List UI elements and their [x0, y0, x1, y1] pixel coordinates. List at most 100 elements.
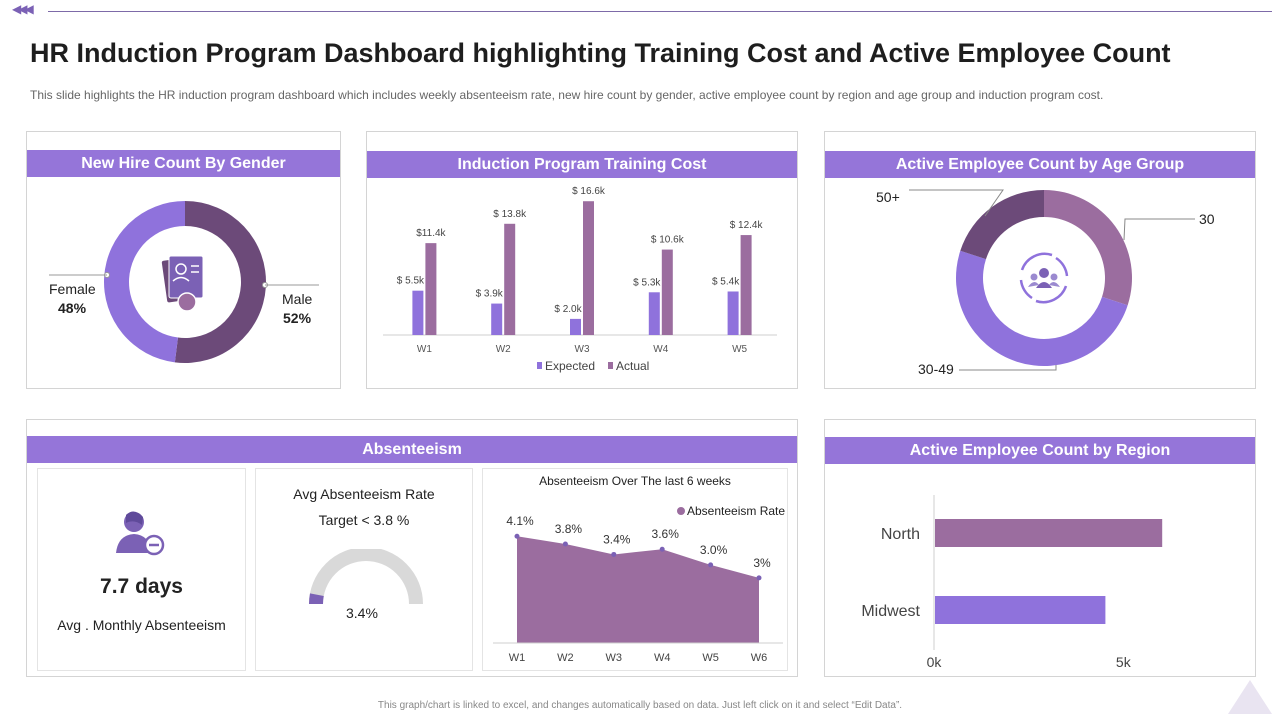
cost-label-expected-w5: $ 5.4k [712, 276, 740, 287]
abs-point-w6 [756, 575, 762, 581]
male-value: 52% [283, 310, 312, 326]
abs-point-w4 [659, 546, 665, 552]
abs-label-w5: 3.0% [700, 543, 728, 557]
abs-legend-label: Absenteeism Rate [687, 504, 785, 518]
absenteeism-gauge [309, 549, 423, 605]
abs-area [517, 536, 759, 643]
cost-panel-title: Induction Program Training Cost [367, 151, 797, 178]
male-label: Male [282, 291, 313, 307]
abs-point-w2 [562, 541, 568, 547]
cost-legend-swatch-actual [608, 362, 613, 369]
cost-tick-w3: W3 [575, 344, 590, 355]
age-3049-leader [959, 365, 1057, 371]
abs-label-w6: 3% [753, 556, 771, 570]
abs-point-w3 [611, 551, 617, 557]
footer-note: This graph/chart is linked to excel, and… [377, 700, 903, 711]
absenteeism-days-caption: Avg . Monthly Absenteeism [57, 617, 226, 633]
abs-point-w1 [514, 533, 520, 539]
cost-label-expected-w1: $ 5.5k [397, 276, 425, 287]
page-title: HR Induction Program Dashboard highlight… [30, 38, 1171, 68]
abs-tick-w5: W5 [702, 652, 719, 664]
female-label: Female [49, 281, 96, 297]
abs-label-w1: 4.1% [506, 514, 534, 528]
team-cycle-icon [1019, 252, 1069, 304]
cost-label-expected-w3: $ 2.0k [554, 304, 582, 315]
cost-label-actual-w5: $ 12.4k [730, 220, 764, 231]
abs-tick-w3: W3 [606, 652, 623, 664]
age-30-label: 30 [1199, 211, 1215, 227]
abs-tick-w1: W1 [509, 652, 526, 664]
slice-male [174, 201, 266, 363]
female-value: 48% [58, 300, 87, 316]
abs-chart-title: Absenteeism Over The last 6 weeks [539, 474, 731, 488]
rate-target: Target < 3.8 % [318, 512, 410, 528]
gauge-fill [309, 593, 324, 605]
cost-tick-w1: W1 [417, 344, 432, 355]
age-30-leader [1123, 218, 1195, 241]
age-donut-chart [909, 189, 1195, 371]
cost-bar-actual-w3 [583, 201, 594, 335]
back-arrows-icon[interactable]: ◀◀◀ [12, 2, 34, 16]
region-bar-north [935, 519, 1163, 547]
cost-tick-w4: W4 [653, 344, 668, 355]
cost-tick-w5: W5 [732, 344, 747, 355]
absenteeism-area-chart: Absenteeism Over The last 6 weeks Absente… [493, 474, 785, 664]
cost-bar-actual-w2 [504, 223, 516, 335]
region-label-midwest: Midwest [861, 603, 920, 620]
region-tick-5k: 5k [1116, 654, 1132, 670]
region-bar-midwest [935, 596, 1106, 624]
rate-value: 3.4% [346, 605, 378, 621]
absenteeism-trend-card: Absenteeism Over The last 6 weeks Absente… [482, 468, 788, 671]
abs-label-w2: 3.8% [555, 522, 583, 536]
region-panel-title: Active Employee Count by Region [825, 437, 1255, 464]
absenteeism-panel: Absenteeism 7.7 days Avg . Monthly Absen… [26, 419, 798, 677]
doc-person-icon [161, 255, 204, 312]
cost-label-actual-w3: $ 16.6k [572, 186, 606, 197]
gender-panel-title: New Hire Count By Gender [27, 150, 340, 177]
slice-50- [960, 190, 1044, 260]
age-50-leader [909, 189, 1004, 217]
abs-tick-w6: W6 [751, 652, 768, 664]
cost-legend-actual: Actual [616, 359, 649, 373]
age-50-label: 50+ [876, 189, 900, 205]
gender-donut-chart [49, 201, 319, 363]
abs-tick-w2: W2 [557, 652, 574, 664]
cost-label-actual-w4: $ 10.6k [651, 235, 685, 246]
cost-label-expected-w2: $ 3.9k [476, 289, 504, 300]
corner-triangle [1228, 680, 1272, 714]
page-subtitle: This slide highlights the HR induction p… [30, 88, 1104, 102]
gender-panel: New Hire Count By Gender Female 48% Male… [26, 131, 341, 389]
age-panel: Active Employee Count by Age Group 50+ 3… [824, 131, 1256, 389]
cost-bar-expected-w2 [491, 303, 503, 335]
top-divider [48, 11, 1272, 12]
cost-bar-expected-w3 [570, 318, 581, 335]
absenteeism-days-value: 7.7 days [100, 575, 183, 598]
slice-female [103, 201, 185, 363]
slice-30 [1044, 190, 1132, 306]
cost-bar-actual-w1 [425, 243, 437, 335]
abs-legend-marker [677, 507, 685, 515]
cost-label-expected-w4: $ 5.3k [633, 277, 661, 288]
slice-30-49 [956, 250, 1128, 366]
absenteeism-rate-card: Avg Absenteeism Rate Target < 3.8 % 3.4% [255, 468, 473, 671]
abs-point-w5 [708, 562, 714, 568]
region-tick-0k: 0k [927, 654, 943, 670]
cost-bar-expected-w1 [412, 290, 424, 335]
cost-bar-actual-w5 [740, 235, 752, 335]
cost-legend-swatch-expected [537, 362, 542, 369]
abs-tick-w4: W4 [654, 652, 671, 664]
cost-bar-expected-w5 [727, 291, 739, 335]
cost-bar-chart: $ 5.5k $11.4k W1 $ 3.9k $ 13.8k W2 $ 2.0k $ 16.… [383, 186, 777, 373]
rate-title: Avg Absenteeism Rate [293, 486, 435, 502]
cost-panel: Induction Program Training Cost $ 5.5k $1… [366, 131, 798, 389]
absenteeism-panel-title: Absenteeism [27, 436, 797, 463]
cost-tick-w2: W2 [496, 344, 511, 355]
region-panel: Active Employee Count by Region North Mid… [824, 419, 1256, 677]
cost-label-actual-w1: $11.4k [416, 228, 446, 239]
cost-legend-expected: Expected [545, 359, 595, 373]
person-minus-icon [116, 511, 165, 556]
region-bar-chart: North Midwest 0k 5k [861, 495, 1163, 670]
cost-label-actual-w2: $ 13.8k [493, 209, 527, 220]
age-3049-label: 30-49 [918, 361, 954, 377]
cost-bar-expected-w4 [648, 292, 660, 335]
